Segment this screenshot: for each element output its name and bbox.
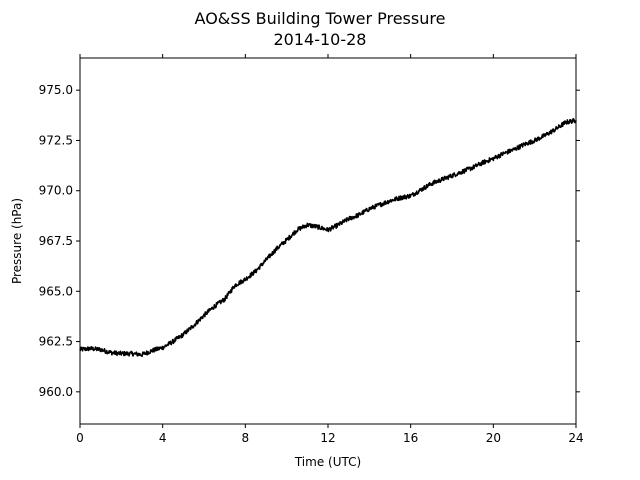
y-tick-label: 975.0 [39, 83, 73, 97]
series-group [79, 118, 577, 358]
x-axis-label: Time (UTC) [294, 455, 361, 469]
y-tick-label: 967.5 [39, 234, 73, 248]
chart-subtitle: 2014-10-28 [274, 30, 367, 49]
x-tick-label: 20 [486, 431, 501, 445]
y-axis-label: Pressure (hPa) [10, 198, 24, 284]
x-tick-label: 16 [403, 431, 418, 445]
chart-title: AO&SS Building Tower Pressure [195, 9, 446, 28]
x-tick-label: 24 [568, 431, 583, 445]
y-tick-label: 960.0 [39, 385, 73, 399]
x-tick-label: 12 [320, 431, 335, 445]
plot-frame [79, 57, 577, 425]
y-tick-label: 965.0 [39, 284, 73, 298]
y-tick-label: 970.0 [39, 184, 73, 198]
x-tick-label: 0 [76, 431, 84, 445]
y-tick-label: 962.5 [39, 335, 73, 349]
x-tick-label: 8 [242, 431, 250, 445]
pressure-series-line [79, 118, 577, 358]
y-tick-label: 972.5 [39, 133, 73, 147]
x-tick-label: 4 [159, 431, 167, 445]
axis-ticks: 0 4 8 12 16 20 24 960.0 962.5 965.0 967.5 970.0 972.… [39, 54, 584, 445]
